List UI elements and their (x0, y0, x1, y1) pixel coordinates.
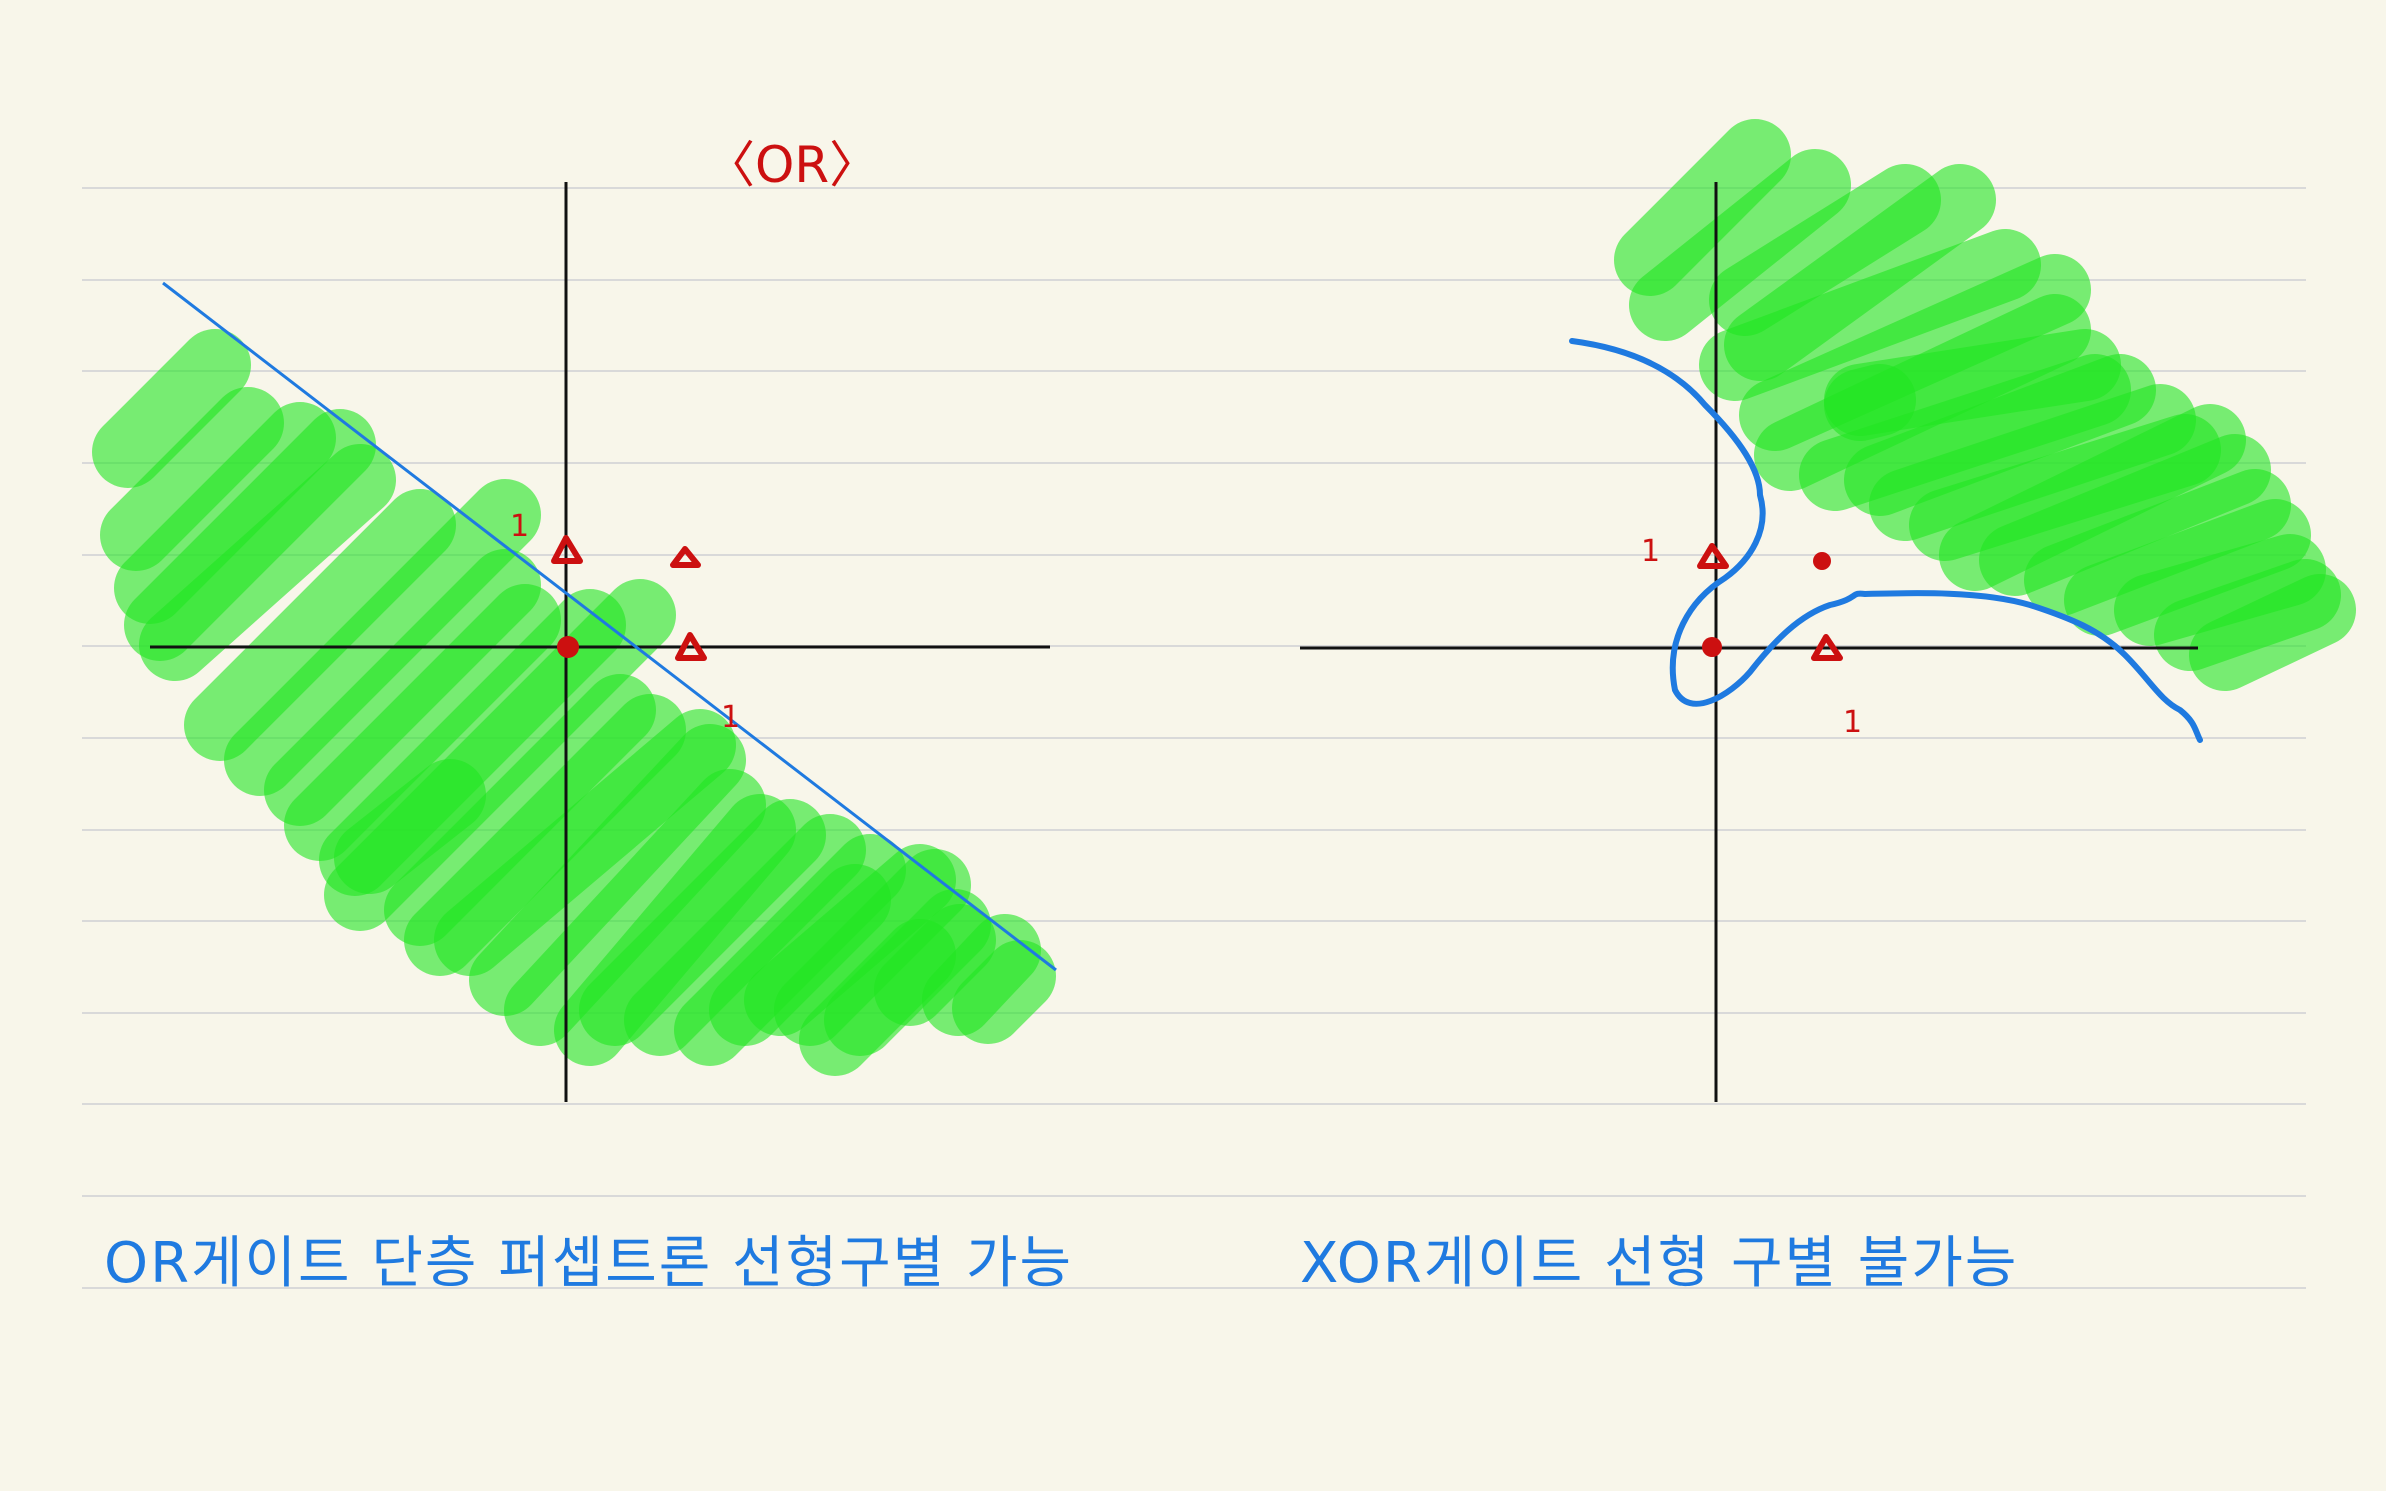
or-point-0-1-triangle (551, 535, 583, 564)
or-caption: OR게이트 단층 퍼셉트론 선형구별 가능 (104, 1231, 1073, 1296)
xor-point-1-0-triangle (1811, 634, 1843, 661)
or-panel: 1 1 〈OR〉 OR게이트 단층 퍼셉트론 선형구별 가능 (92, 136, 1073, 1296)
xor-separating-curve (1569, 338, 2203, 743)
xor-y-tick-label: 1 (1641, 534, 1660, 569)
xor-markers (1697, 543, 1843, 661)
xor-point-0-1-triangle (1697, 543, 1729, 569)
or-point-1-1-triangle (670, 546, 701, 568)
xor-x-tick-label: 1 (1843, 705, 1862, 740)
xor-highlight-region (1614, 119, 2356, 691)
or-markers (551, 535, 707, 661)
or-separating-line (162, 281, 1057, 972)
xor-caption: XOR게이트 선형 구별 불가능 (1300, 1231, 2018, 1296)
or-point-1-0-triangle (675, 632, 707, 661)
xor-point-0-0-dot (1702, 637, 1722, 657)
xor-point-1-1-dot (1813, 552, 1831, 570)
or-highlight-region (92, 329, 1056, 1076)
or-y-tick-label: 1 (510, 509, 529, 544)
or-point-0-0-dot (557, 636, 579, 658)
or-title: 〈OR〉 (705, 136, 879, 194)
or-x-tick-label: 1 (721, 700, 740, 735)
xor-panel: 1 1 XOR게이트 선형 구별 불가능 (1300, 119, 2356, 1296)
